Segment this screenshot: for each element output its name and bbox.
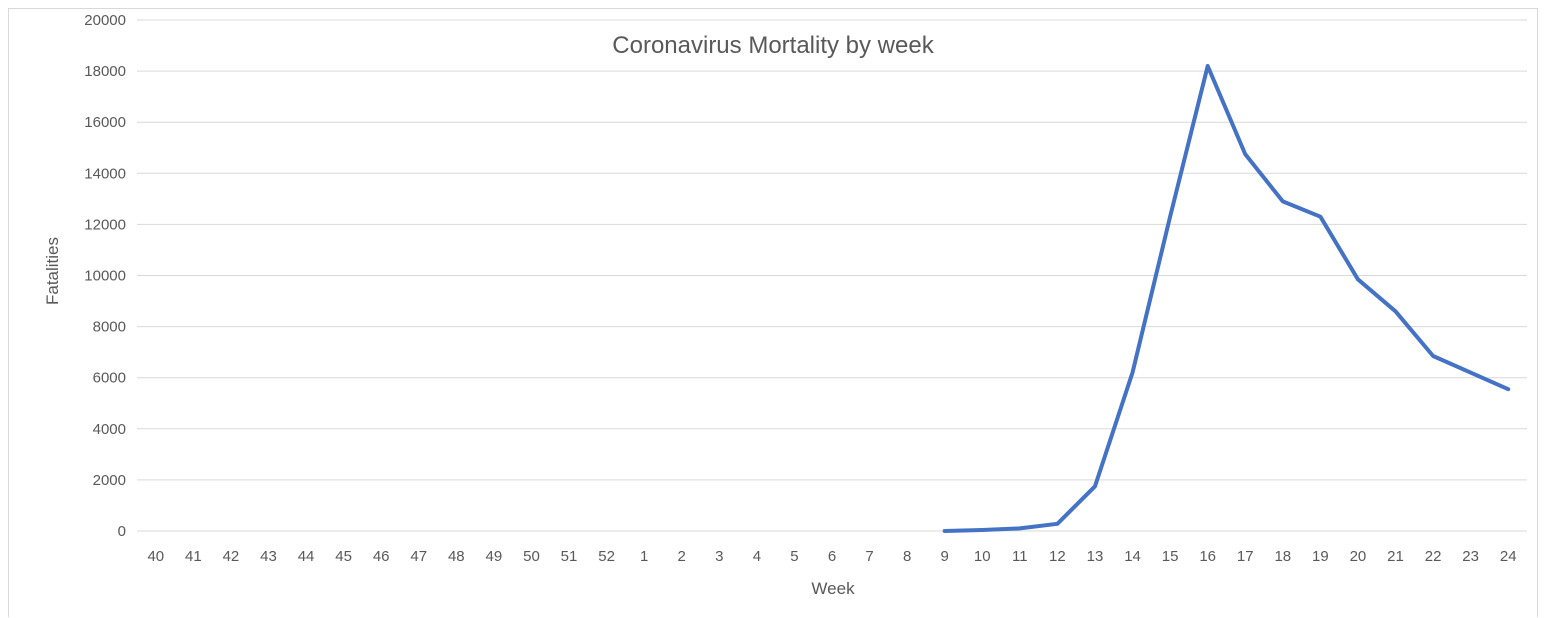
x-tick-label: 4 (753, 548, 761, 565)
y-tick-label: 4000 (93, 421, 126, 438)
x-tick-label: 8 (903, 548, 911, 565)
chart-frame: 0 2000 4000 6000 8000 10000 12000 14000 16000 180… (8, 8, 1538, 617)
x-tick-label: 6 (828, 548, 836, 565)
x-tick-label: 14 (1124, 548, 1141, 565)
y-axis-label: Fatalities (43, 237, 62, 305)
x-tick-label: 2 (678, 548, 686, 565)
y-tick-label: 14000 (84, 165, 126, 182)
y-tick-label: 18000 (84, 63, 126, 80)
x-tick-label: 47 (410, 548, 427, 565)
x-tick-label: 17 (1237, 548, 1254, 565)
x-tick-label: 9 (941, 548, 949, 565)
x-tick-label: 16 (1199, 548, 1216, 565)
y-tick-label: 20000 (84, 12, 126, 29)
x-tick-label: 15 (1162, 548, 1179, 565)
y-axis-ticks: 0 2000 4000 6000 8000 10000 12000 14000 16000 180… (84, 12, 126, 540)
x-tick-label: 22 (1425, 548, 1442, 565)
x-tick-label: 52 (598, 548, 615, 565)
series-line-fatalities (945, 66, 1508, 531)
x-tick-label: 1 (640, 548, 648, 565)
x-tick-label: 24 (1500, 548, 1517, 565)
line-chart: 0 2000 4000 6000 8000 10000 12000 14000 16000 180… (9, 9, 1539, 618)
x-tick-label: 20 (1350, 548, 1367, 565)
x-tick-label: 10 (974, 548, 991, 565)
x-tick-label: 48 (448, 548, 465, 565)
x-tick-label: 5 (790, 548, 798, 565)
y-tick-label: 16000 (84, 114, 126, 131)
x-tick-label: 41 (185, 548, 202, 565)
gridlines (137, 20, 1527, 531)
series-fatalities (945, 66, 1509, 531)
x-tick-label: 23 (1462, 548, 1479, 565)
x-tick-label: 50 (523, 548, 540, 565)
x-axis-label: Week (811, 579, 855, 598)
chart-title: Coronavirus Mortality by week (612, 32, 934, 59)
x-tick-label: 40 (147, 548, 164, 565)
y-tick-label: 12000 (84, 216, 126, 233)
x-tick-label: 18 (1274, 548, 1291, 565)
x-tick-label: 43 (260, 548, 277, 565)
x-tick-label: 11 (1012, 548, 1028, 565)
y-tick-label: 2000 (93, 472, 126, 489)
x-tick-label: 44 (298, 548, 315, 565)
x-tick-label: 3 (715, 548, 723, 565)
x-tick-label: 19 (1312, 548, 1329, 565)
x-tick-label: 12 (1049, 548, 1066, 565)
y-tick-label: 8000 (93, 319, 126, 336)
y-tick-label: 10000 (84, 268, 126, 285)
x-tick-label: 42 (223, 548, 240, 565)
x-tick-label: 51 (561, 548, 578, 565)
x-tick-label: 45 (335, 548, 352, 565)
x-tick-label: 21 (1387, 548, 1404, 565)
y-tick-label: 0 (118, 523, 126, 540)
x-tick-label: 7 (865, 548, 873, 565)
x-tick-label: 13 (1087, 548, 1104, 565)
y-tick-label: 6000 (93, 370, 126, 387)
x-tick-label: 49 (486, 548, 503, 565)
x-tick-label: 46 (373, 548, 390, 565)
